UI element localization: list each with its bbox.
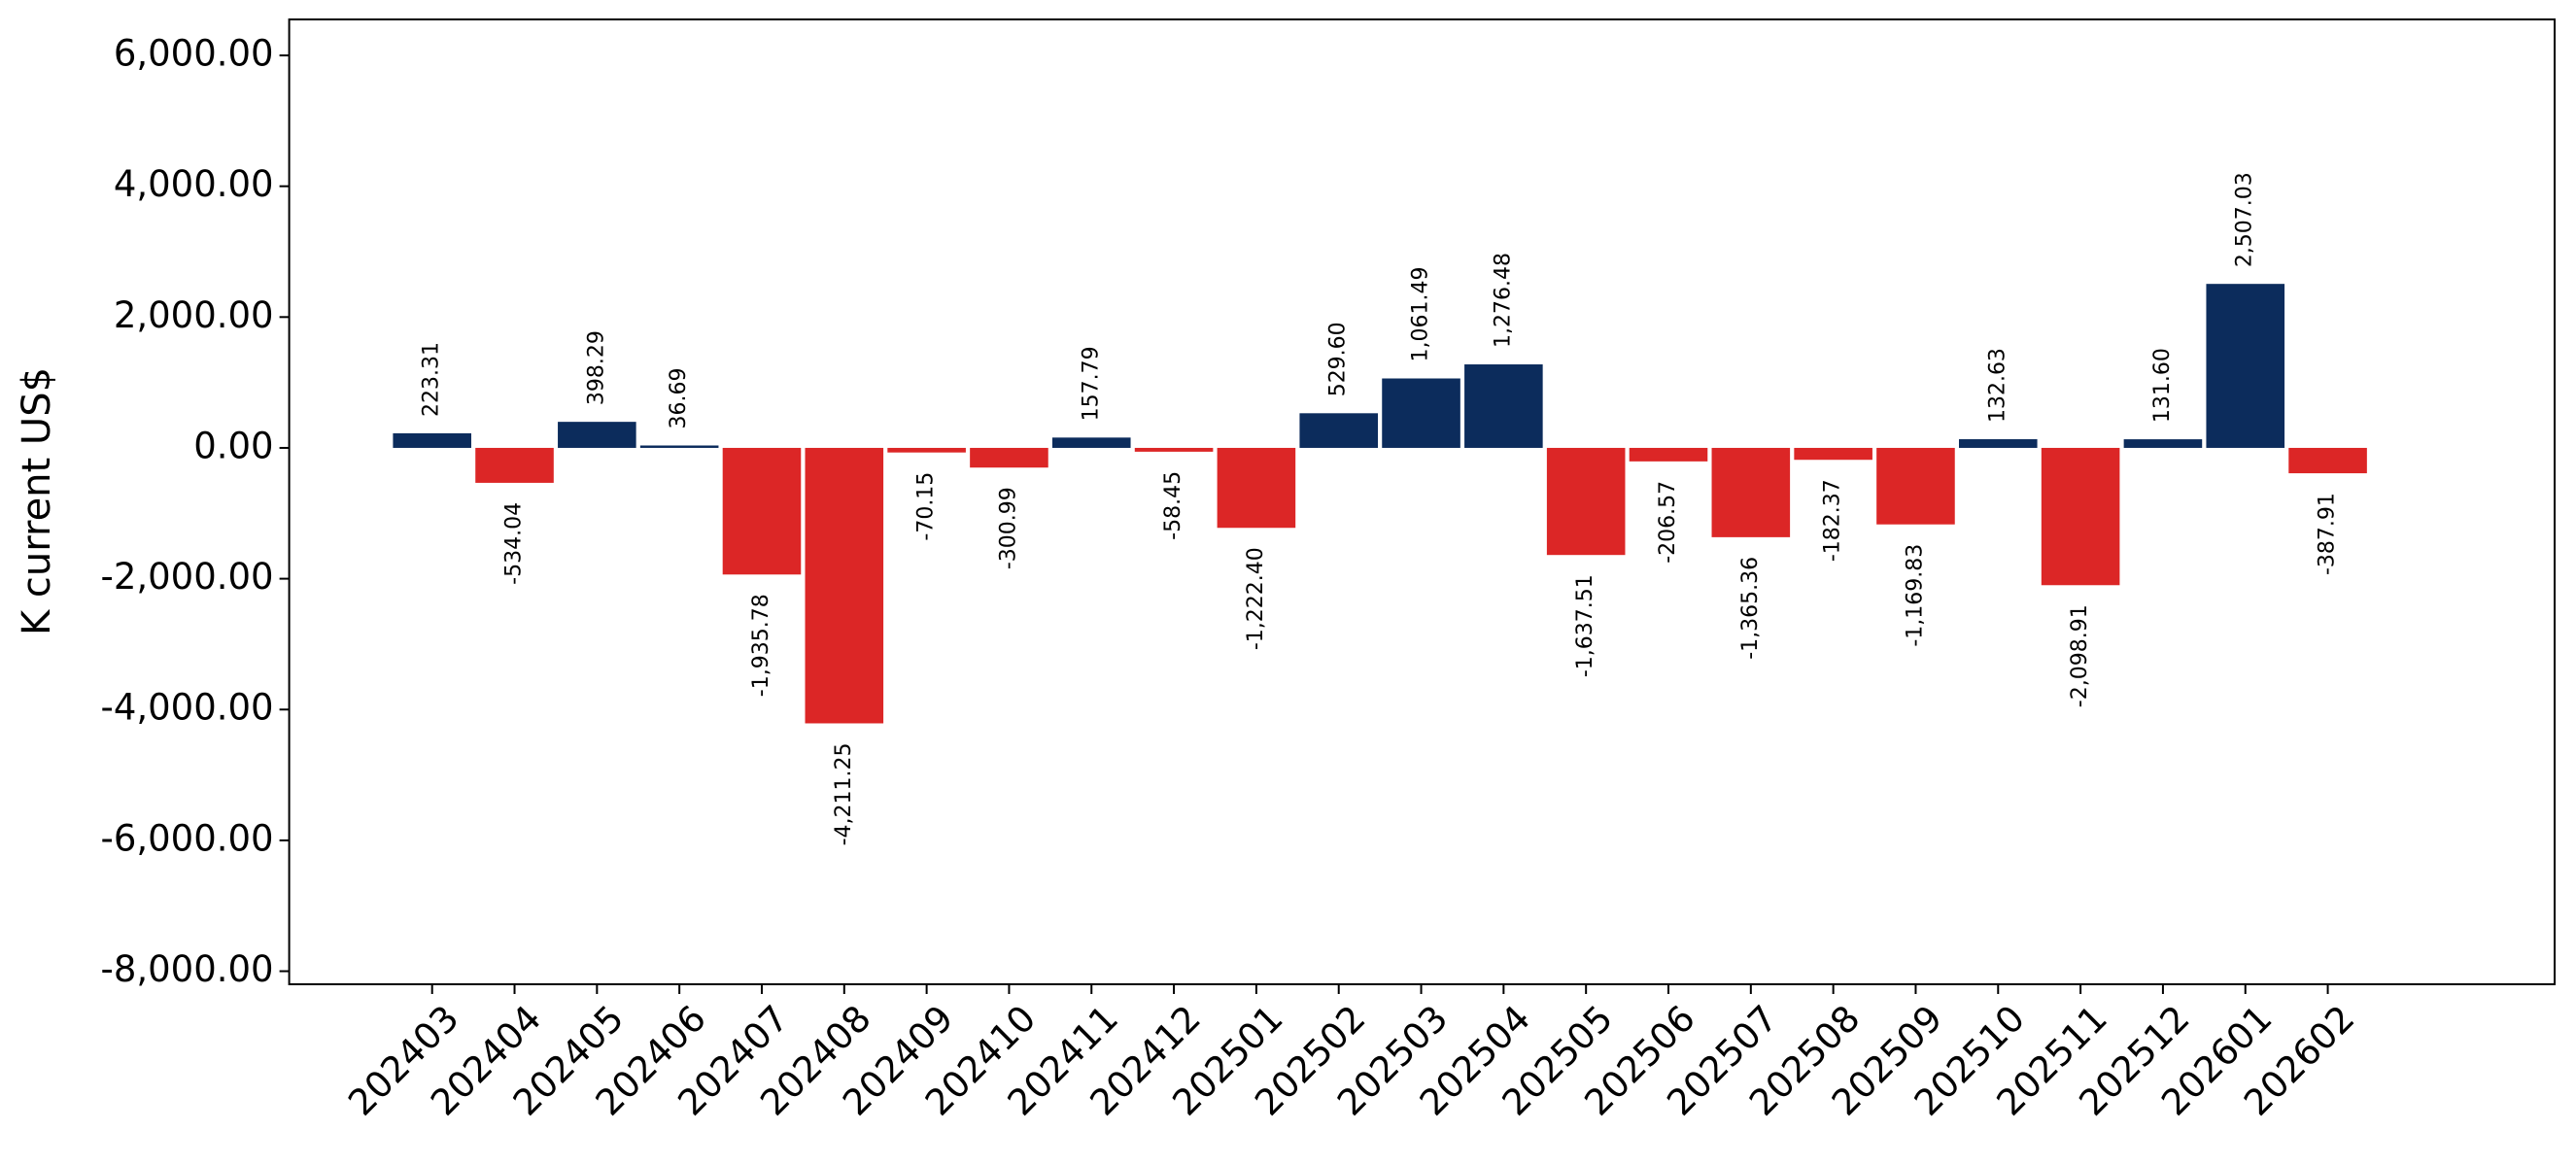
bar (887, 447, 966, 453)
bar (970, 447, 1048, 468)
value-label: -4,211.25 (832, 742, 856, 845)
value-label: -2,098.91 (2068, 604, 2092, 707)
bar (1134, 447, 1214, 452)
bar (639, 445, 719, 448)
bar (1217, 447, 1296, 529)
value-label: -1,365.36 (1738, 557, 1763, 660)
y-tick-label: -4,000.00 (100, 687, 273, 729)
y-tick-label: -6,000.00 (100, 817, 273, 859)
value-label: -1,637.51 (1573, 574, 1597, 677)
bar (1051, 437, 1131, 448)
value-label: -534.04 (502, 502, 527, 585)
y-tick-label: 2,000.00 (114, 294, 274, 336)
value-label: -1,935.78 (749, 594, 773, 697)
value-label: 223.31 (420, 342, 444, 417)
bar (2206, 284, 2285, 448)
plot-frame (288, 18, 2556, 985)
bar (393, 432, 471, 448)
bar (805, 447, 884, 724)
bar (1629, 447, 1708, 462)
value-label: -1,222.40 (1244, 547, 1268, 650)
value-label: 36.69 (667, 368, 691, 429)
bar (2123, 439, 2203, 448)
value-label: -206.57 (1656, 481, 1680, 564)
value-label: -387.91 (2316, 493, 2340, 575)
bar (1299, 413, 1379, 448)
bar (1382, 378, 1460, 448)
y-axis-label: K current US$ (15, 367, 59, 635)
bar (722, 447, 802, 575)
value-label: -1,169.83 (1903, 544, 1927, 647)
value-label: -70.15 (914, 472, 939, 541)
y-tick-label: -8,000.00 (100, 948, 273, 990)
value-label: -182.37 (1821, 479, 1845, 562)
y-tick-label: 4,000.00 (114, 163, 274, 205)
bar (1711, 447, 1791, 537)
value-label: -300.99 (996, 487, 1020, 569)
y-tick-label: 6,000.00 (114, 33, 274, 75)
value-label: 1,061.49 (1409, 267, 1433, 362)
bar (1464, 364, 1543, 448)
y-tick-label: -2,000.00 (100, 556, 273, 598)
value-label: 2,507.03 (2233, 172, 2257, 267)
bar (1958, 439, 2038, 448)
bar (2041, 447, 2120, 586)
bar (1794, 447, 1872, 461)
value-label: 157.79 (1079, 346, 1103, 421)
value-label: 131.60 (2150, 348, 2175, 423)
value-label: -58.45 (1161, 471, 1185, 540)
y-tick-label: 0.00 (193, 425, 273, 466)
bar (2288, 447, 2367, 474)
value-label: 132.63 (1985, 348, 2009, 423)
value-label: 1,276.48 (1491, 253, 1515, 348)
value-label: 398.29 (584, 330, 608, 405)
value-label: 529.60 (1326, 322, 1351, 396)
bar (475, 447, 554, 483)
bar (558, 422, 636, 448)
bar (1546, 447, 1626, 556)
bar (1876, 447, 1955, 525)
